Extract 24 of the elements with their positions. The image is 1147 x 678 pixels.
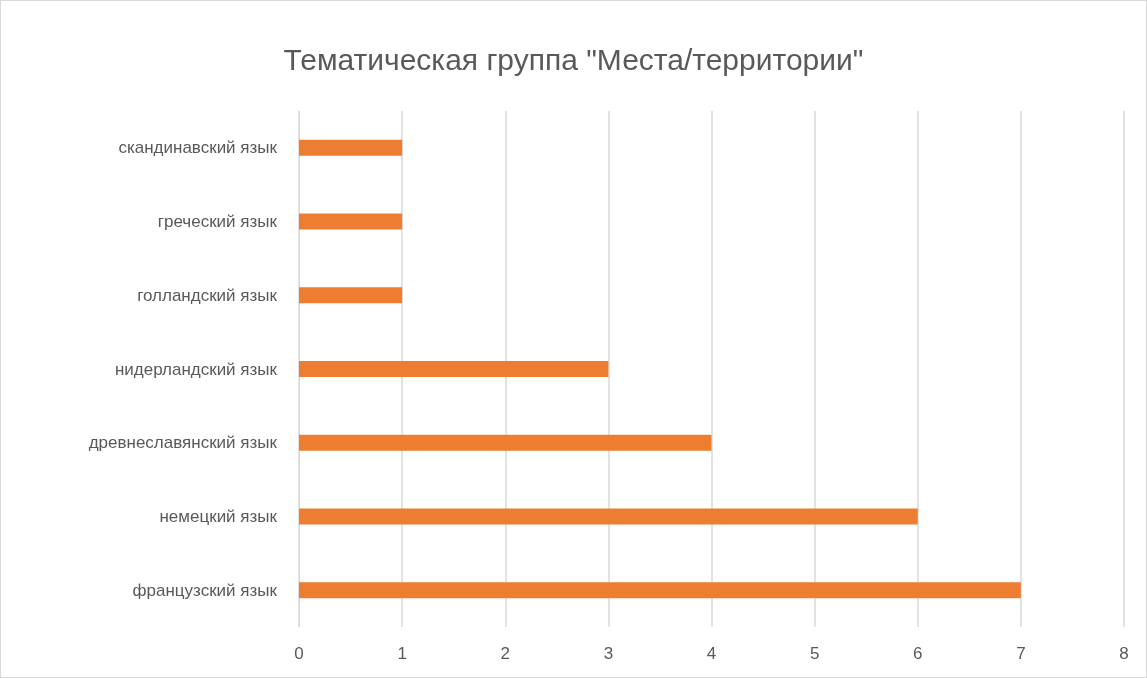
y-tick-label: греческий язык	[157, 212, 278, 232]
bar	[299, 361, 609, 377]
x-tick-label: 7	[1016, 644, 1026, 663]
x-tick-label: 2	[500, 644, 510, 663]
chart-title: Тематическая группа "Места/территории"	[283, 42, 864, 76]
bar	[299, 434, 712, 451]
bar	[299, 139, 403, 156]
y-tick-label: немецкий язык	[159, 506, 278, 526]
x-tick-label: 3	[603, 644, 614, 663]
x-tick-label: 5	[809, 644, 820, 663]
bar	[299, 213, 403, 230]
y-tick-label: скандинавский язык	[118, 138, 278, 158]
bar	[299, 508, 918, 525]
x-tick-label: 4	[706, 644, 717, 663]
bar	[299, 287, 403, 304]
x-tick-label: 8	[1119, 644, 1129, 663]
y-tick-label: древнеславянский язык	[88, 433, 278, 453]
x-tick-label: 6	[913, 644, 923, 663]
bar	[299, 582, 1021, 599]
y-tick-label: голландский язык	[137, 285, 278, 305]
y-tick-label: французский язык	[132, 580, 278, 600]
x-tick-label: 1	[397, 644, 407, 663]
y-tick-label: нидерландский язык	[114, 359, 278, 379]
x-tick-label: 0	[294, 644, 304, 663]
